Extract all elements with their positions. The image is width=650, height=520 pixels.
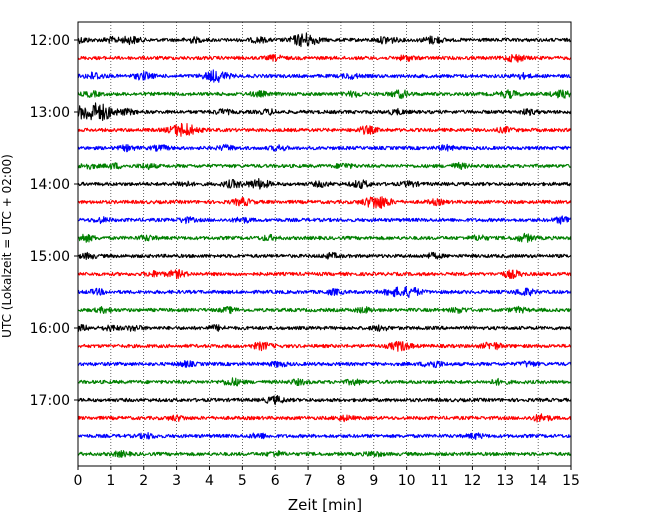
trace-line (77, 143, 572, 153)
seismic-traces (77, 32, 572, 458)
trace-line (77, 232, 572, 243)
trace-line (77, 394, 572, 406)
trace-line (77, 122, 572, 137)
trace-line (77, 177, 572, 190)
trace-line (77, 102, 572, 122)
x-axis-ticks: 0 1 2 3 4 5 6 7 8 9 10 11 12 13 14 15 (74, 466, 580, 489)
trace-line (77, 215, 572, 225)
trace-line (77, 305, 572, 315)
y-tick-label: 16:00 (30, 321, 70, 337)
x-tick-label: 11 (431, 473, 449, 489)
trace-line (77, 432, 572, 440)
x-tick-label: 1 (106, 473, 115, 489)
trace-line (77, 413, 572, 423)
trace-line (77, 323, 572, 333)
trace-line (77, 286, 572, 299)
y-axis-ticks: 12:00 13:00 14:00 15:00 16:00 17:00 (30, 33, 78, 409)
trace-line (77, 196, 572, 209)
trace-line (77, 377, 572, 387)
x-tick-label: 5 (238, 473, 247, 489)
x-tick-label: 6 (271, 473, 280, 489)
x-tick-label: 12 (463, 473, 481, 489)
trace-line (77, 69, 572, 83)
x-tick-label: 14 (529, 473, 547, 489)
x-tick-label: 10 (398, 473, 416, 489)
x-tick-label: 0 (74, 473, 83, 489)
x-tick-label: 2 (139, 473, 148, 489)
y-tick-label: 14:00 (30, 177, 70, 193)
x-tick-label: 15 (562, 473, 580, 489)
trace-line (77, 269, 572, 280)
x-axis-label: Zeit [min] (288, 496, 362, 514)
x-tick-label: 13 (496, 473, 514, 489)
y-tick-label: 13:00 (30, 105, 70, 121)
trace-line (77, 53, 572, 63)
x-tick-label: 7 (304, 473, 313, 489)
x-tick-label: 8 (336, 473, 345, 489)
x-tick-label: 3 (172, 473, 181, 489)
x-tick-label: 4 (205, 473, 214, 489)
trace-line (77, 450, 572, 458)
y-tick-label: 12:00 (30, 33, 70, 49)
trace-line (77, 161, 572, 171)
y-tick-label: 17:00 (30, 393, 70, 409)
trace-line (77, 89, 572, 100)
trace-line (77, 32, 572, 48)
y-axis-label: UTC (Lokalzeit = UTC + 02:00) (0, 154, 14, 338)
y-tick-label: 15:00 (30, 249, 70, 265)
trace-line (77, 360, 572, 369)
trace-line (77, 340, 572, 352)
trace-line (77, 251, 572, 260)
plot-frame (77, 21, 572, 467)
x-tick-label: 9 (369, 473, 378, 489)
